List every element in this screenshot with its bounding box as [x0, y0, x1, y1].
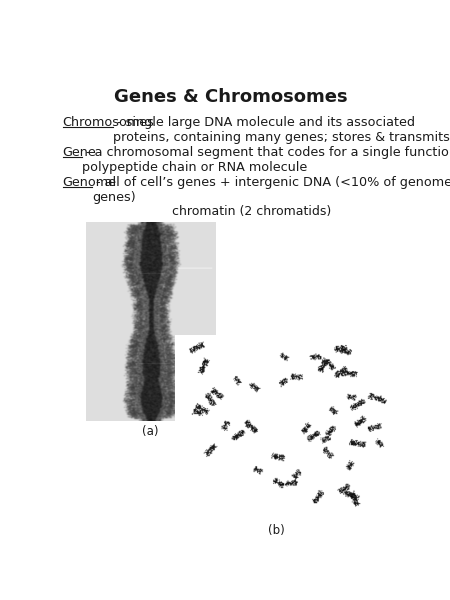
Text: Genome: Genome [63, 176, 117, 189]
Text: chromatin (2 chromatids): chromatin (2 chromatids) [172, 205, 331, 218]
Text: Genes & Chromosomes: Genes & Chromosomes [114, 88, 347, 106]
Text: (a): (a) [142, 425, 159, 439]
Text: - all of cell’s genes + intergenic DNA (<10% of genome is
genes): - all of cell’s genes + intergenic DNA (… [92, 176, 450, 204]
Text: Gene: Gene [63, 146, 96, 159]
Text: Chromosomes: Chromosomes [63, 116, 154, 129]
Text: - single large DNA molecule and its associated
proteins, containing many genes; : - single large DNA molecule and its asso… [113, 116, 450, 144]
Text: - a chromosomal segment that codes for a single functional
polypeptide chain or : - a chromosomal segment that codes for a… [82, 146, 450, 174]
Text: (b): (b) [268, 524, 284, 537]
